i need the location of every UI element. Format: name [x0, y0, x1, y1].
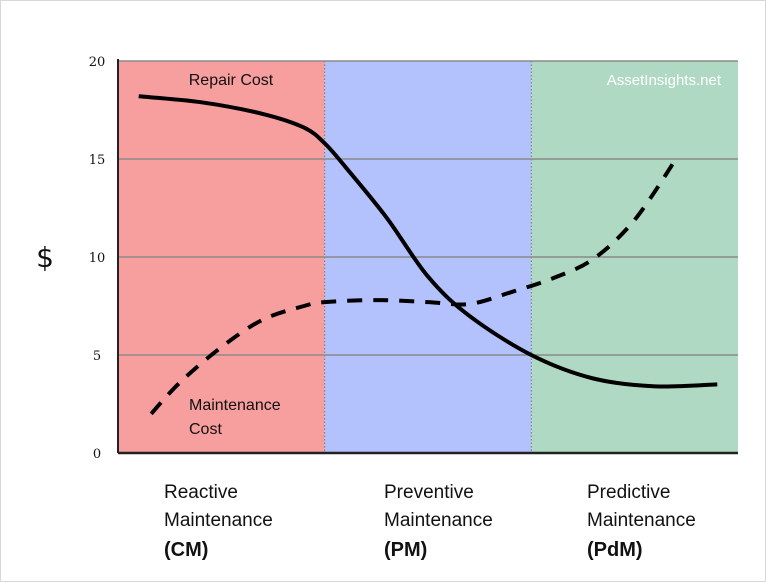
maintenance-cost-label-line2: Cost — [189, 421, 222, 438]
category-cm-abbr: (CM) — [164, 539, 208, 561]
y-tick-label-10: 10 — [89, 251, 106, 266]
y-tick-label-20: 20 — [89, 55, 106, 70]
category-cm-line1: Reactive — [164, 482, 238, 503]
series-layer — [138, 94, 718, 416]
category-pdm-line2: Maintenance — [587, 510, 696, 531]
watermark-text: AssetInsights.net — [607, 72, 722, 89]
category-pdm-line1: Predictive — [587, 482, 670, 503]
category-pdm-abbr: (PdM) — [587, 539, 643, 561]
axes-layer — [117, 59, 738, 455]
category-pm-line1: Preventive — [384, 482, 474, 503]
maintenance-cost-label-line1: Maintenance — [189, 397, 281, 414]
repair-cost-line — [138, 94, 718, 389]
category-labels-layer: Reactive Maintenance (CM) Preventive Mainten… — [164, 482, 696, 561]
y-tick-label-15: 15 — [89, 153, 106, 168]
maintenance-cost-line — [149, 157, 678, 416]
y-tick-label-5: 5 — [93, 349, 101, 364]
category-pm-line2: Maintenance — [384, 510, 493, 531]
repair-cost-label: Repair Cost — [189, 72, 274, 89]
y-tick-label-0: 0 — [93, 447, 101, 462]
y-axis-label: $ — [36, 241, 54, 274]
category-pm-abbr: (PM) — [384, 539, 427, 561]
grid-layer — [118, 60, 738, 356]
y-ticks-layer: 0 5 10 15 20 — [89, 55, 106, 462]
category-cm-line2: Maintenance — [164, 510, 273, 531]
